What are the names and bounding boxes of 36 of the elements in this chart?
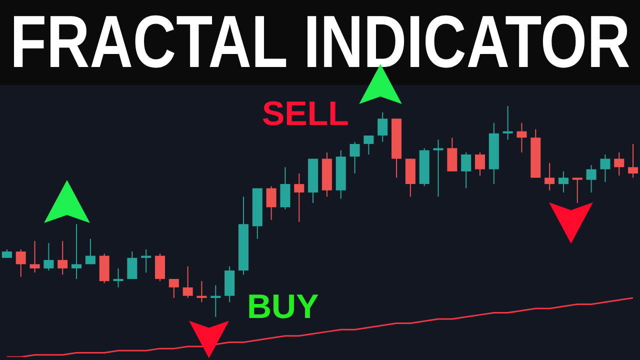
candlestick [600,154,610,182]
candlestick [544,162,555,191]
candlestick [516,122,527,153]
candlestick [433,139,444,198]
chart-title: FRACTAL INDICATOR [10,0,630,83]
candlestick [461,152,472,189]
candlestick [364,135,374,156]
candlestick [141,248,152,274]
candlestick [350,141,360,174]
candlestick [558,170,568,193]
candlestick [127,251,138,280]
candlestick [113,268,124,288]
candlestick [628,143,638,178]
candlestick [44,242,54,272]
candlestick [182,266,193,298]
candlestick [154,253,166,282]
candlestick [210,284,221,318]
candlestick [168,278,179,298]
candlestick [294,172,304,223]
candlestick [614,152,624,176]
candlestick [586,164,596,193]
candlestick [447,137,458,172]
candlestick [58,240,68,276]
annotation: BUY [247,288,319,326]
candlestick [85,238,96,265]
annotation: SELL [262,95,349,133]
candlestick [280,166,290,210]
candlestick [474,152,486,176]
candlestick [16,248,26,278]
candlestick [30,240,40,274]
candlestick [72,224,82,280]
candlestick [378,112,388,142]
candlestick [196,280,207,303]
candlestick [572,177,582,204]
candlestick [266,186,276,220]
candlestick [502,106,513,140]
